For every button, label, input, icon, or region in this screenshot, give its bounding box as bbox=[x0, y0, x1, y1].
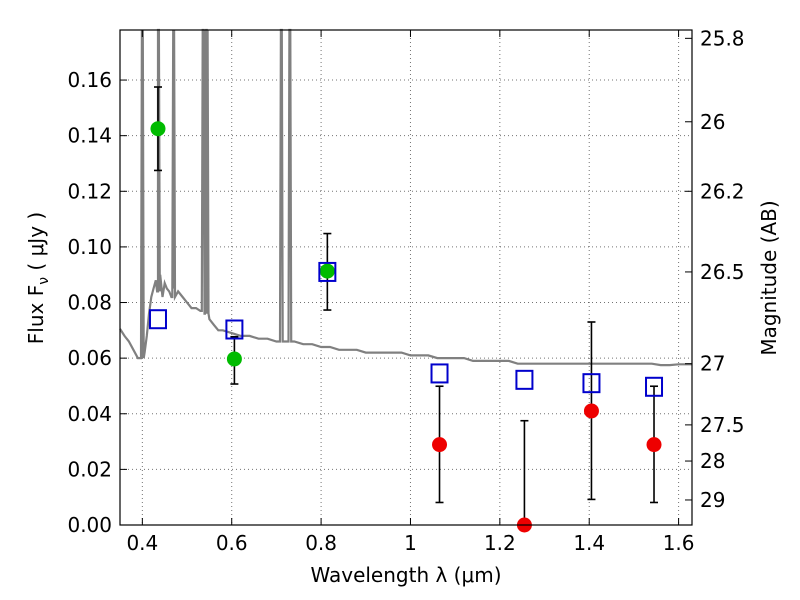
y-tick-label: 0.10 bbox=[67, 235, 112, 259]
y2-tick-label: 27 bbox=[700, 352, 725, 376]
y2-tick-label: 29 bbox=[700, 488, 725, 512]
y2-tick-label: 26.5 bbox=[700, 260, 745, 284]
model-point-square bbox=[582, 373, 601, 394]
y-axis-label-unit: ( μJy ) bbox=[24, 212, 48, 277]
sed-model bbox=[119, 28, 692, 367]
x-tick-label: 0.6 bbox=[216, 531, 248, 555]
y-tick-label: 0.14 bbox=[67, 124, 112, 148]
model-point-square bbox=[430, 363, 449, 384]
y2-tick-label: 28 bbox=[700, 449, 725, 473]
axis-ticks bbox=[120, 30, 692, 526]
y-tick-label: 0.02 bbox=[67, 457, 112, 481]
model-point-square bbox=[148, 309, 167, 330]
y2-tick-labels: 25.8 26 26.2 26.5 27 27.5 28 29 bbox=[700, 26, 745, 512]
y2-tick-label: 26.2 bbox=[700, 179, 745, 203]
x-tick-label: 1.4 bbox=[573, 531, 605, 555]
model-point-square bbox=[318, 261, 337, 282]
x-axis-label: Wavelength λ (μm) bbox=[310, 563, 501, 587]
data-markers bbox=[148, 121, 664, 533]
data-point-circle bbox=[432, 437, 448, 453]
y2-axis-label: Magnitude (AB) bbox=[757, 200, 781, 355]
y-axis-label-sub: ν bbox=[36, 277, 52, 285]
data-point-circle bbox=[150, 121, 166, 137]
y-axis-label-main: Flux F bbox=[24, 285, 48, 344]
error-bars bbox=[153, 86, 659, 525]
data-point-circle bbox=[319, 263, 335, 279]
x-tick-label: 0.8 bbox=[305, 531, 337, 555]
x-tick-label: 1.2 bbox=[484, 531, 516, 555]
y-tick-label: 0.12 bbox=[67, 179, 112, 203]
y-tick-label: 0.04 bbox=[67, 402, 112, 426]
data-point-circle bbox=[583, 403, 599, 419]
data-point-circle bbox=[646, 437, 662, 453]
y-tick-label: 0.00 bbox=[67, 513, 112, 537]
y-tick-label: 0.08 bbox=[67, 291, 112, 315]
y-axis-label: Flux Fν ( μJy ) bbox=[24, 212, 52, 344]
y2-tick-label: 27.5 bbox=[700, 413, 745, 437]
x-tick-label: 0.4 bbox=[126, 531, 158, 555]
model-point-square bbox=[645, 376, 664, 397]
y2-tick-label: 25.8 bbox=[700, 26, 745, 50]
x-tick-labels: 0.4 0.6 0.8 1 1.2 1.4 1.6 bbox=[126, 531, 694, 555]
y-tick-label: 0.06 bbox=[67, 346, 112, 370]
data-point-circle bbox=[226, 351, 242, 367]
y-tick-labels: 0.00 0.02 0.04 0.06 0.08 0.10 0.12 0.14 0.16 bbox=[67, 68, 112, 537]
x-tick-label: 1.6 bbox=[663, 531, 695, 555]
x-tick-label: 1 bbox=[404, 531, 417, 555]
y2-tick-label: 26 bbox=[700, 110, 725, 134]
plot-frame bbox=[119, 29, 693, 526]
model-point-square bbox=[515, 369, 534, 390]
sed-model-line bbox=[119, 28, 692, 367]
model-point-square bbox=[225, 319, 244, 340]
y-tick-label: 0.16 bbox=[67, 68, 112, 92]
